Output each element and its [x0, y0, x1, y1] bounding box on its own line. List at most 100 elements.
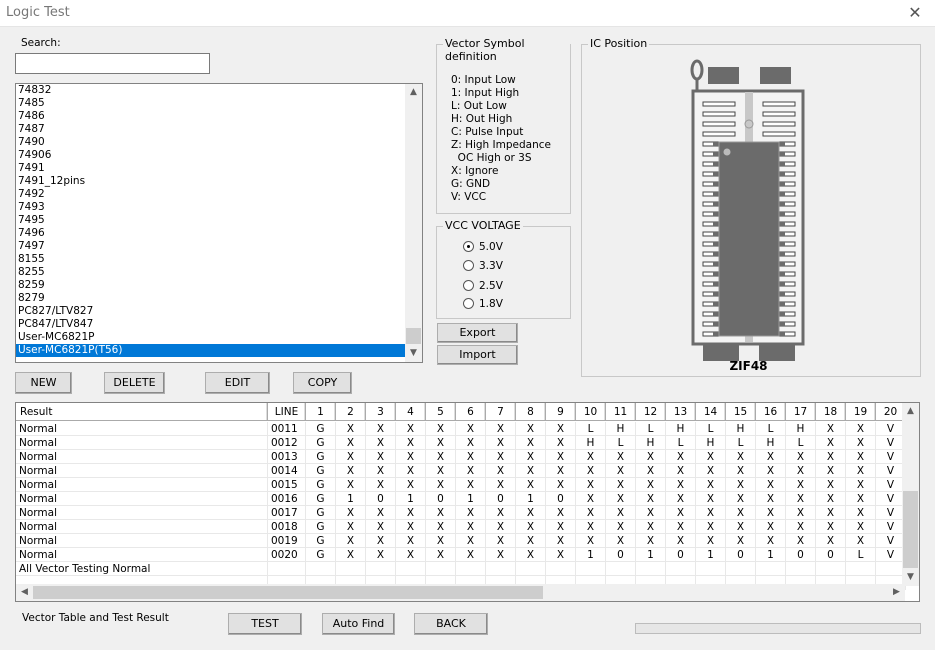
pin-cell: X: [396, 520, 426, 534]
list-item[interactable]: 7491_12pins: [18, 175, 86, 187]
pin-cell: G: [306, 436, 336, 450]
column-header[interactable]: 2: [336, 403, 366, 421]
column-header[interactable]: 9: [546, 403, 576, 421]
vcc-radio-5.0V[interactable]: 5.0V: [463, 241, 503, 253]
column-header[interactable]: 18: [816, 403, 846, 421]
column-header[interactable]: Result: [16, 403, 268, 421]
pin-cell: [726, 562, 756, 576]
result-cell: Normal: [16, 492, 268, 506]
result-cell: Normal: [16, 450, 268, 464]
list-item[interactable]: 8255: [18, 266, 45, 278]
list-item[interactable]: 74832: [18, 84, 52, 96]
vcc-radio-1.8V[interactable]: 1.8V: [463, 298, 503, 310]
column-header[interactable]: 16: [756, 403, 786, 421]
scroll-right-icon[interactable]: ▶: [893, 587, 900, 597]
column-header[interactable]: 19: [846, 403, 876, 421]
symbol-definition: 1: Input High: [451, 87, 520, 99]
pin-cell: L: [636, 422, 666, 436]
list-item[interactable]: 8155: [18, 253, 45, 265]
pin-cell: X: [366, 436, 396, 450]
pin-cell: X: [846, 436, 876, 450]
column-header[interactable]: 14: [696, 403, 726, 421]
column-header[interactable]: 7: [486, 403, 516, 421]
list-item[interactable]: 7485: [18, 97, 45, 109]
table-vscrollbar[interactable]: ▲ ▼: [902, 403, 919, 586]
list-item[interactable]: PC847/LTV847: [18, 318, 94, 330]
radio-circle-icon[interactable]: [463, 241, 474, 252]
socket-tab: [760, 67, 791, 84]
edit-button[interactable]: EDIT: [205, 372, 270, 394]
pin-cell: 0: [426, 492, 456, 506]
vector-table[interactable]: Result LINE 1 2 3 4 5 6 7 8 9 10 11 12 13 14 15 16 17 18 19 2…: [15, 402, 920, 602]
scroll-thumb[interactable]: [406, 328, 421, 344]
scroll-down-icon[interactable]: ▼: [907, 572, 914, 582]
device-list[interactable]: 74832 7485 7486 7487 7490 74906 7491 7491_12pin…: [15, 83, 423, 363]
pin-cell: X: [636, 450, 666, 464]
import-button[interactable]: Import: [437, 345, 518, 365]
column-header[interactable]: 12: [636, 403, 666, 421]
column-header[interactable]: 1: [306, 403, 336, 421]
column-header[interactable]: 15: [726, 403, 756, 421]
pin-cell: X: [756, 506, 786, 520]
list-item[interactable]: 7493: [18, 201, 45, 213]
radio-circle-icon[interactable]: [463, 298, 474, 309]
progress-bar: [635, 623, 921, 634]
list-item[interactable]: User-MC6821P: [18, 331, 95, 343]
pin-cell: [636, 562, 666, 576]
column-header[interactable]: 10: [576, 403, 606, 421]
list-item[interactable]: 7495: [18, 214, 45, 226]
copy-button[interactable]: COPY: [293, 372, 352, 394]
list-item[interactable]: 7486: [18, 110, 45, 122]
list-item[interactable]: User-MC6821P(T56): [16, 344, 406, 357]
column-header[interactable]: 5: [426, 403, 456, 421]
radio-circle-icon[interactable]: [463, 280, 474, 291]
search-input[interactable]: [15, 53, 210, 74]
pin-cell: X: [816, 534, 846, 548]
pin-cell: X: [606, 464, 636, 478]
test-button[interactable]: TEST: [228, 613, 302, 635]
export-button[interactable]: Export: [437, 323, 518, 343]
list-item[interactable]: 7496: [18, 227, 45, 239]
list-item[interactable]: 7492: [18, 188, 45, 200]
scroll-up-icon[interactable]: ▲: [410, 87, 417, 97]
back-button[interactable]: BACK: [414, 613, 488, 635]
column-header[interactable]: 13: [666, 403, 696, 421]
list-item[interactable]: 8259: [18, 279, 45, 291]
auto-find-button[interactable]: Auto Find: [322, 613, 395, 635]
symbol-definition: 0: Input Low: [451, 74, 516, 86]
column-header[interactable]: 4: [396, 403, 426, 421]
hscroll-thumb[interactable]: [33, 586, 543, 599]
scroll-thumb[interactable]: [903, 491, 918, 568]
result-cell: Normal: [16, 464, 268, 478]
column-header[interactable]: 20: [876, 403, 906, 421]
list-item[interactable]: 7487: [18, 123, 45, 135]
vcc-radio-2.5V[interactable]: 2.5V: [463, 280, 503, 292]
delete-button[interactable]: DELETE: [104, 372, 165, 394]
list-item[interactable]: 7490: [18, 136, 45, 148]
list-item[interactable]: 7497: [18, 240, 45, 252]
scroll-left-icon[interactable]: ◀: [21, 587, 28, 597]
table-hscrollbar[interactable]: ◀ ▶: [16, 584, 905, 601]
list-scrollbar[interactable]: ▲ ▼: [405, 84, 422, 362]
close-icon[interactable]: ✕: [908, 3, 922, 22]
column-header[interactable]: 6: [456, 403, 486, 421]
vcc-radio-3.3V[interactable]: 3.3V: [463, 260, 503, 272]
list-item[interactable]: PC827/LTV827: [18, 305, 94, 317]
column-header[interactable]: 3: [366, 403, 396, 421]
pin-cell: X: [816, 436, 846, 450]
line-cell: [268, 562, 306, 576]
radio-circle-icon[interactable]: [463, 260, 474, 271]
new-button[interactable]: NEW: [15, 372, 72, 394]
list-item[interactable]: 7491: [18, 162, 45, 174]
scroll-down-icon[interactable]: ▼: [410, 348, 417, 358]
list-item[interactable]: 8279: [18, 292, 45, 304]
pin-cell: X: [816, 450, 846, 464]
column-header[interactable]: 8: [516, 403, 546, 421]
column-header[interactable]: LINE: [268, 403, 306, 421]
list-item[interactable]: 74906: [18, 149, 52, 161]
chip-pin: [713, 192, 723, 196]
pin-cell: X: [666, 478, 696, 492]
column-header[interactable]: 17: [786, 403, 816, 421]
scroll-up-icon[interactable]: ▲: [907, 406, 914, 416]
column-header[interactable]: 11: [606, 403, 636, 421]
